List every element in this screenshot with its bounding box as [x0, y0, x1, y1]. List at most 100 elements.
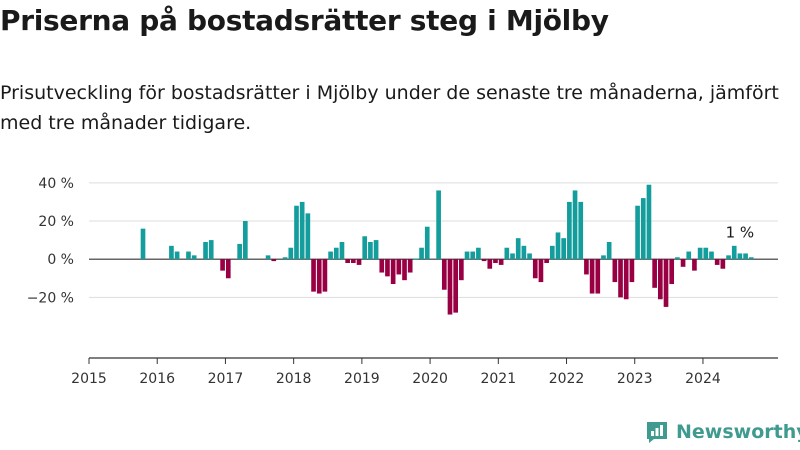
bar — [174, 251, 180, 260]
bar — [368, 242, 373, 260]
bar — [578, 201, 584, 260]
bar — [669, 259, 675, 284]
y-tick-label: 40 % — [38, 176, 74, 192]
bar — [390, 259, 396, 284]
bar — [464, 251, 470, 260]
bar — [322, 259, 328, 292]
bar — [714, 259, 720, 265]
bar — [140, 228, 146, 260]
bar — [697, 247, 703, 260]
bar — [538, 259, 544, 283]
bar — [288, 247, 294, 260]
bar — [243, 221, 248, 260]
bar — [498, 259, 504, 265]
bar — [225, 259, 231, 279]
bar — [623, 259, 629, 300]
y-tick-label: 0 % — [47, 252, 74, 268]
bar — [402, 259, 407, 281]
bar — [663, 259, 669, 307]
bar — [640, 198, 646, 260]
x-tick-label: 2021 — [480, 371, 516, 387]
bar — [345, 259, 350, 263]
bar — [299, 201, 305, 260]
x-tick-label: 2020 — [412, 371, 448, 387]
chart-subtitle: Prisutveckling för bostadsrätter i Mjölb… — [0, 82, 779, 134]
x-tick-label: 2018 — [276, 371, 312, 387]
bar — [311, 259, 316, 292]
bar — [521, 245, 527, 260]
bar — [561, 238, 567, 260]
bar — [271, 259, 277, 262]
bar — [510, 253, 515, 260]
bar — [652, 259, 657, 288]
bars — [140, 184, 754, 315]
bar — [612, 259, 618, 283]
x-tick-label: 2024 — [685, 371, 721, 387]
bar — [407, 259, 413, 273]
x-tick-label: 2019 — [344, 371, 380, 387]
bar — [476, 247, 481, 260]
latest-value-label: 1 % — [726, 223, 755, 241]
tick-labels: 40 % 20 % 0 % −20 % 2015 2016 2017 2018 2019 2020… — [27, 176, 721, 387]
bar — [544, 259, 549, 263]
bar — [305, 213, 311, 260]
bar — [675, 257, 680, 260]
bar — [646, 184, 652, 260]
bar — [629, 259, 635, 283]
bar — [169, 245, 174, 260]
bar — [396, 259, 402, 275]
x-tick-label: 2023 — [617, 371, 653, 387]
bar — [572, 190, 578, 260]
bar — [584, 259, 589, 275]
x-tick-label: 2017 — [208, 371, 244, 387]
bar — [504, 247, 510, 260]
chart-title: Priserna på bostadsrätter steg i Mjölby — [0, 4, 609, 37]
bar — [743, 253, 748, 260]
bar — [351, 259, 356, 263]
bar — [515, 238, 521, 260]
bar — [549, 245, 555, 260]
bar-chart: 40 % 20 % 0 % −20 % 2015 2016 2017 2018 2019 2020… — [27, 176, 778, 387]
bar — [481, 259, 487, 262]
bar — [237, 243, 242, 260]
bar — [186, 251, 191, 260]
bar — [555, 232, 561, 260]
axes — [88, 357, 778, 364]
bar — [567, 201, 572, 260]
bar — [487, 259, 493, 269]
bar — [720, 259, 726, 269]
bar — [748, 257, 754, 260]
bar — [191, 255, 197, 260]
bar — [282, 257, 288, 260]
brand: Newsworthy — [644, 418, 800, 446]
bar — [686, 251, 692, 260]
bar — [373, 240, 379, 260]
bar — [692, 259, 697, 271]
gridlines — [89, 182, 778, 298]
newsworthy-logo-icon — [647, 422, 667, 443]
bar — [589, 259, 595, 294]
bar — [333, 247, 339, 260]
bar — [316, 259, 322, 294]
bar — [657, 259, 663, 300]
bar — [362, 236, 368, 260]
bar — [709, 251, 714, 260]
bar — [436, 190, 441, 260]
bar — [737, 253, 743, 260]
bar — [413, 258, 419, 260]
brand-name: Newsworthy — [676, 421, 800, 443]
bar — [731, 245, 737, 260]
bar — [635, 205, 640, 260]
bar — [385, 259, 390, 277]
bar — [356, 259, 362, 265]
bar — [203, 242, 208, 260]
bar — [328, 251, 333, 260]
bar — [265, 255, 271, 260]
bar — [493, 259, 498, 263]
bar — [601, 255, 606, 260]
bar — [726, 255, 731, 260]
bar — [441, 259, 447, 290]
bar — [220, 259, 225, 271]
bar — [703, 247, 709, 260]
bar — [459, 259, 464, 281]
